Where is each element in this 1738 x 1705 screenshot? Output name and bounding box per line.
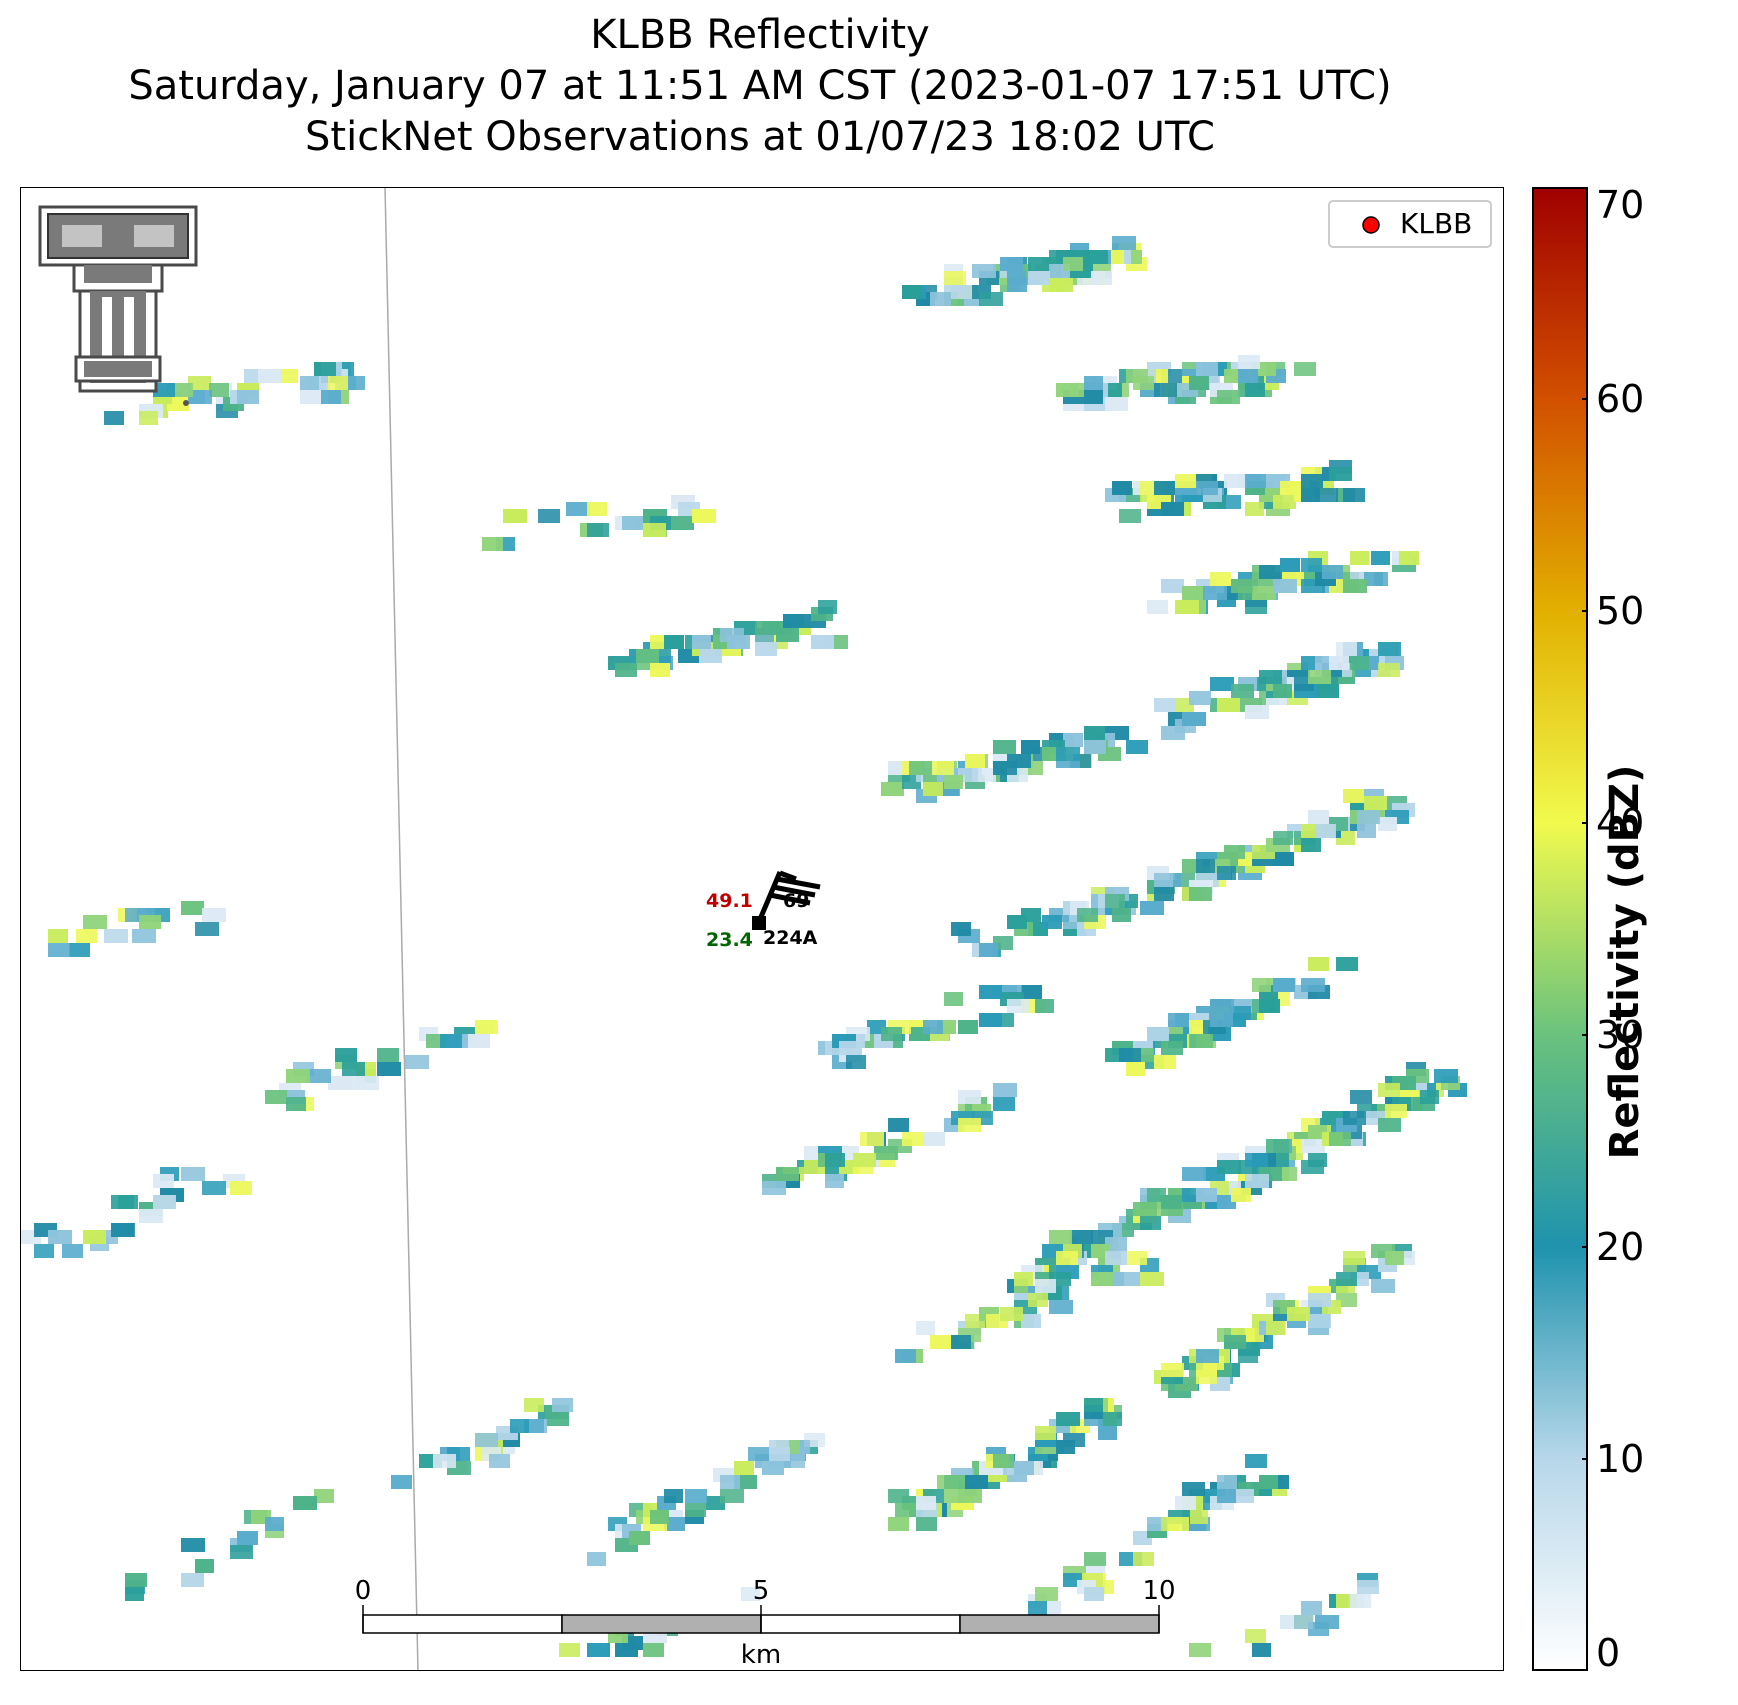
reflectivity-echo-layer	[20, 236, 1467, 1657]
county-boundary-line	[384, 187, 419, 1671]
scale-bar-tick-5: 5	[753, 1576, 770, 1606]
texas-tech-double-t-logo	[38, 205, 198, 406]
colorbar-tick-60: 60	[1596, 377, 1645, 421]
station-dewpoint: 23.4	[706, 929, 753, 951]
scale-bar-tick-10: 10	[1142, 1576, 1175, 1606]
colorbar-tick-50: 50	[1596, 589, 1645, 633]
title-line-2: Saturday, January 07 at 11:51 AM CST (20…	[128, 63, 1392, 109]
sticknet-station-plot[interactable]: 49.1 69 23.4 224A	[706, 870, 821, 951]
reflectivity-colorbar	[1532, 187, 1588, 1671]
colorbar-tick-70: 70	[1596, 183, 1645, 227]
legend-box: KLBB	[1328, 200, 1492, 248]
title-line-1: KLBB Reflectivity	[590, 12, 930, 58]
title-line-3: StickNet Observations at 01/07/23 18:02 …	[305, 114, 1215, 160]
colorbar-tick-10: 10	[1596, 1437, 1645, 1481]
station-pressure: 69	[783, 890, 809, 912]
scale-bar-unit: km	[741, 1640, 781, 1670]
legend-label: KLBB	[1400, 207, 1472, 240]
colorbar-label: Reflectivity (dBZ)	[1602, 764, 1648, 1160]
station-id: 224A	[763, 927, 818, 949]
colorbar-tick-30: 30	[1596, 1013, 1645, 1057]
colorbar-tick-0: 0	[1596, 1631, 1621, 1675]
radar-map-panel[interactable]: KLBB 49.1 69 23.4 224A 0 5 10 km	[20, 187, 1504, 1671]
scale-bar: 0 5 10 km	[355, 1576, 1176, 1670]
legend-marker-icon	[1362, 216, 1380, 234]
station-marker-icon	[752, 916, 766, 930]
station-temperature: 49.1	[706, 890, 753, 912]
wind-barb-icon	[755, 870, 821, 925]
scale-bar-tick-0: 0	[355, 1576, 372, 1606]
figure-title-block: KLBB Reflectivity Saturday, January 07 a…	[20, 10, 1500, 163]
colorbar-tick-40: 40	[1596, 801, 1645, 845]
colorbar-tick-20: 20	[1596, 1225, 1645, 1269]
